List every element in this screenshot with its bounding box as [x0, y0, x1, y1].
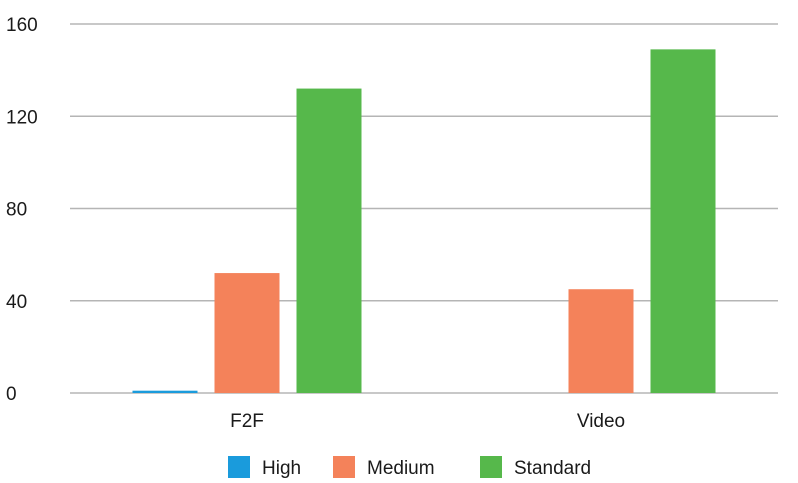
bars	[132, 49, 716, 394]
legend-swatch-high	[228, 456, 250, 478]
y-axis-tick-labels: 0 40 80 120 160	[6, 15, 38, 405]
legend-label-standard: Standard	[514, 458, 591, 479]
x-axis-category-labels: F2F Video	[230, 411, 625, 432]
y-tick-label: 160	[6, 15, 38, 36]
legend-label-medium: Medium	[367, 458, 435, 479]
bar-medium-f2f	[214, 273, 280, 393]
bar-medium-video	[568, 289, 634, 393]
legend-label-high: High	[262, 458, 301, 479]
bar-high-f2f	[132, 390, 198, 393]
y-tick-label: 80	[6, 200, 27, 221]
y-tick-label: 0	[6, 384, 17, 405]
y-tick-label: 120	[6, 107, 38, 128]
x-category-label: Video	[577, 411, 625, 432]
y-tick-label: 40	[6, 292, 27, 313]
bar-standard-f2f	[296, 88, 362, 393]
legend: High Medium Standard	[228, 456, 591, 479]
legend-swatch-standard	[480, 456, 502, 478]
x-category-label: F2F	[230, 411, 264, 432]
bar-standard-video	[650, 49, 716, 394]
legend-swatch-medium	[333, 456, 355, 478]
